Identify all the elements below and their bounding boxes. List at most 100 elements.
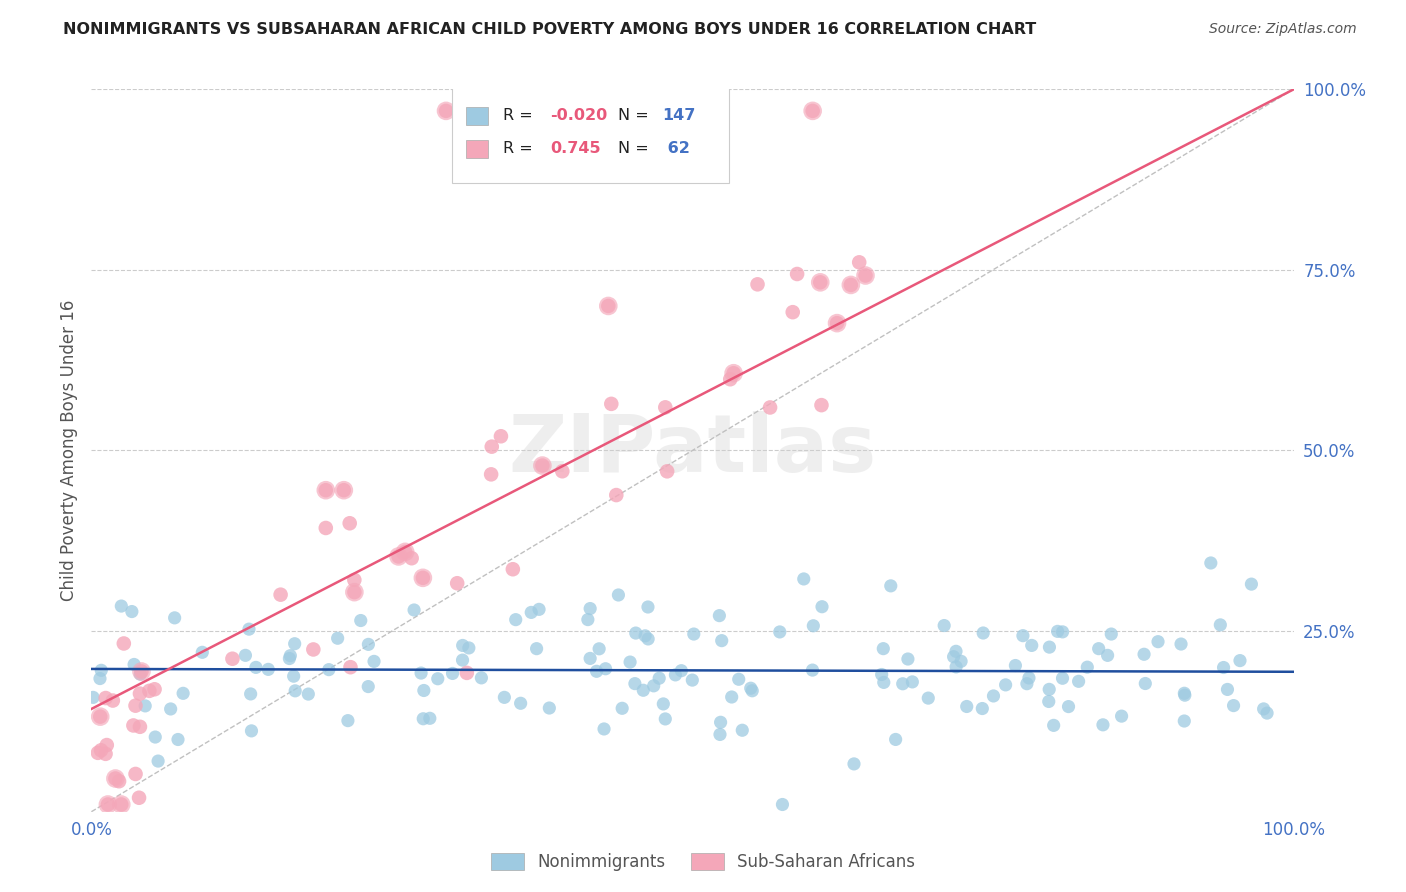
Point	[94, 747, 117, 761]
Point	[759, 401, 782, 415]
Point	[1038, 682, 1060, 697]
Point	[637, 632, 659, 646]
Point	[723, 366, 745, 380]
Point	[387, 549, 409, 564]
Point	[257, 662, 280, 676]
Point	[682, 627, 704, 641]
Point	[654, 401, 676, 415]
Point	[520, 606, 543, 620]
Point	[531, 458, 554, 473]
Point	[884, 732, 907, 747]
Point	[654, 712, 676, 726]
Point	[336, 714, 359, 728]
Point	[280, 648, 302, 663]
Point	[101, 693, 124, 707]
Point	[112, 636, 135, 650]
Point	[343, 585, 366, 599]
Point	[434, 103, 457, 118]
Point	[769, 624, 792, 639]
Point	[235, 648, 257, 663]
Point	[221, 651, 243, 665]
Point	[1038, 640, 1060, 654]
Point	[994, 678, 1017, 692]
Point	[612, 701, 634, 715]
Point	[357, 637, 380, 651]
Point	[121, 605, 143, 619]
Point	[131, 665, 153, 679]
Point	[97, 797, 120, 812]
Point	[434, 103, 457, 118]
Point	[950, 654, 973, 668]
Point	[1256, 706, 1278, 720]
Point	[825, 316, 848, 330]
Point	[143, 682, 166, 697]
Point	[671, 664, 693, 678]
Point	[238, 622, 260, 636]
Point	[786, 267, 808, 281]
Point	[870, 667, 893, 681]
Point	[343, 573, 366, 587]
Point	[1222, 698, 1244, 713]
Point	[1018, 671, 1040, 685]
Y-axis label: Child Poverty Among Boys Under 16: Child Poverty Among Boys Under 16	[59, 300, 77, 601]
Point	[731, 723, 754, 738]
Point	[1091, 718, 1114, 732]
Point	[1015, 676, 1038, 690]
Point	[131, 665, 153, 679]
Point	[245, 660, 267, 674]
Point	[801, 103, 824, 118]
Point	[129, 720, 152, 734]
Point	[1174, 688, 1197, 702]
Point	[333, 483, 356, 498]
Point	[89, 709, 111, 723]
Point	[401, 551, 423, 566]
Point	[1038, 694, 1060, 708]
Point	[747, 277, 769, 292]
Point	[801, 663, 824, 677]
Point	[1042, 718, 1064, 732]
Point	[1004, 658, 1026, 673]
Point	[1173, 686, 1195, 700]
Point	[607, 588, 630, 602]
Point	[810, 398, 832, 412]
Point	[945, 660, 967, 674]
Point	[1240, 577, 1263, 591]
Point	[972, 626, 994, 640]
Point	[138, 683, 160, 698]
Point	[1052, 624, 1074, 639]
Point	[239, 687, 262, 701]
Point	[710, 715, 733, 730]
Point	[1087, 641, 1109, 656]
Point	[808, 276, 831, 290]
Point	[343, 585, 366, 599]
Point	[873, 675, 896, 690]
Point	[409, 666, 432, 681]
Legend: Nonimmigrants, Sub-Saharan Africans: Nonimmigrants, Sub-Saharan Africans	[482, 845, 924, 880]
Point	[90, 743, 112, 757]
Point	[122, 657, 145, 672]
Point	[956, 699, 979, 714]
Text: R =: R =	[502, 141, 543, 156]
Point	[426, 672, 449, 686]
Point	[1173, 714, 1195, 728]
Point	[633, 683, 655, 698]
Point	[1012, 629, 1035, 643]
Point	[588, 641, 610, 656]
Point	[446, 576, 468, 591]
Point	[593, 722, 616, 736]
Point	[855, 268, 877, 283]
Point	[772, 797, 794, 812]
Point	[96, 738, 118, 752]
Point	[297, 687, 319, 701]
Point	[339, 516, 361, 531]
Point	[146, 754, 169, 768]
Point	[339, 660, 361, 674]
Point	[134, 698, 156, 713]
Point	[302, 642, 325, 657]
Point	[972, 701, 994, 715]
Point	[278, 651, 301, 665]
Point	[848, 255, 870, 269]
Point	[412, 571, 434, 585]
Text: N =: N =	[617, 109, 654, 123]
Point	[104, 772, 127, 786]
